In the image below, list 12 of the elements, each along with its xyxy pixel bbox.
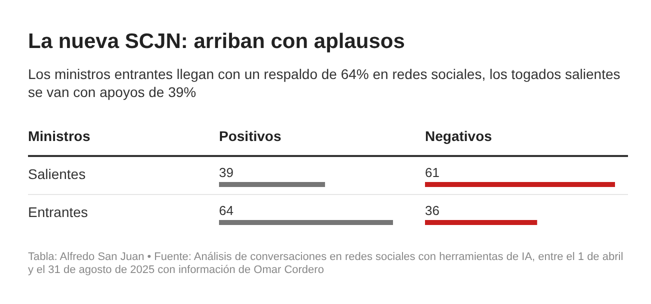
data-label: 64 bbox=[219, 203, 234, 218]
y-tick-label: Salientes bbox=[28, 166, 86, 182]
text: Negativos bbox=[425, 128, 492, 144]
data-label: 36 bbox=[425, 203, 440, 218]
chart-subtitle: Los ministros entrantes llegan con un respaldo de 64% en redes sociales, los togados salientes se van con apoyos de 39% bbox=[28, 65, 622, 101]
y-tick-label: Entrantes bbox=[28, 204, 88, 220]
y-axis-title: Ministros bbox=[28, 128, 90, 144]
data-label: 39 bbox=[219, 165, 234, 180]
text: Positivos bbox=[219, 128, 282, 144]
text: Tabla: Alfredo San Juan • Fuente: Análisis de conversaciones en redes sociales con herramientas de IA, entre el 1 de abril y el 31 de agosto de 2025 con información de Omar Cordero bbox=[28, 251, 624, 277]
chart-title: La nueva SCJN: arriban con aplausos bbox=[28, 30, 405, 54]
data-label: 61 bbox=[425, 165, 440, 180]
